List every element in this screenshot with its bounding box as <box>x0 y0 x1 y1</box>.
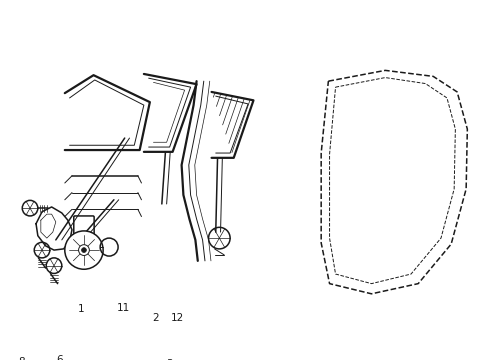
Text: 12: 12 <box>170 313 183 323</box>
Text: 11: 11 <box>117 303 130 312</box>
Text: 2: 2 <box>152 313 159 323</box>
Text: 1: 1 <box>78 304 85 314</box>
Circle shape <box>79 245 89 256</box>
Text: 3: 3 <box>166 359 173 360</box>
Text: 8: 8 <box>19 356 25 360</box>
Circle shape <box>81 248 86 252</box>
FancyBboxPatch shape <box>74 216 94 242</box>
Text: 6: 6 <box>57 355 63 360</box>
Circle shape <box>64 231 103 269</box>
